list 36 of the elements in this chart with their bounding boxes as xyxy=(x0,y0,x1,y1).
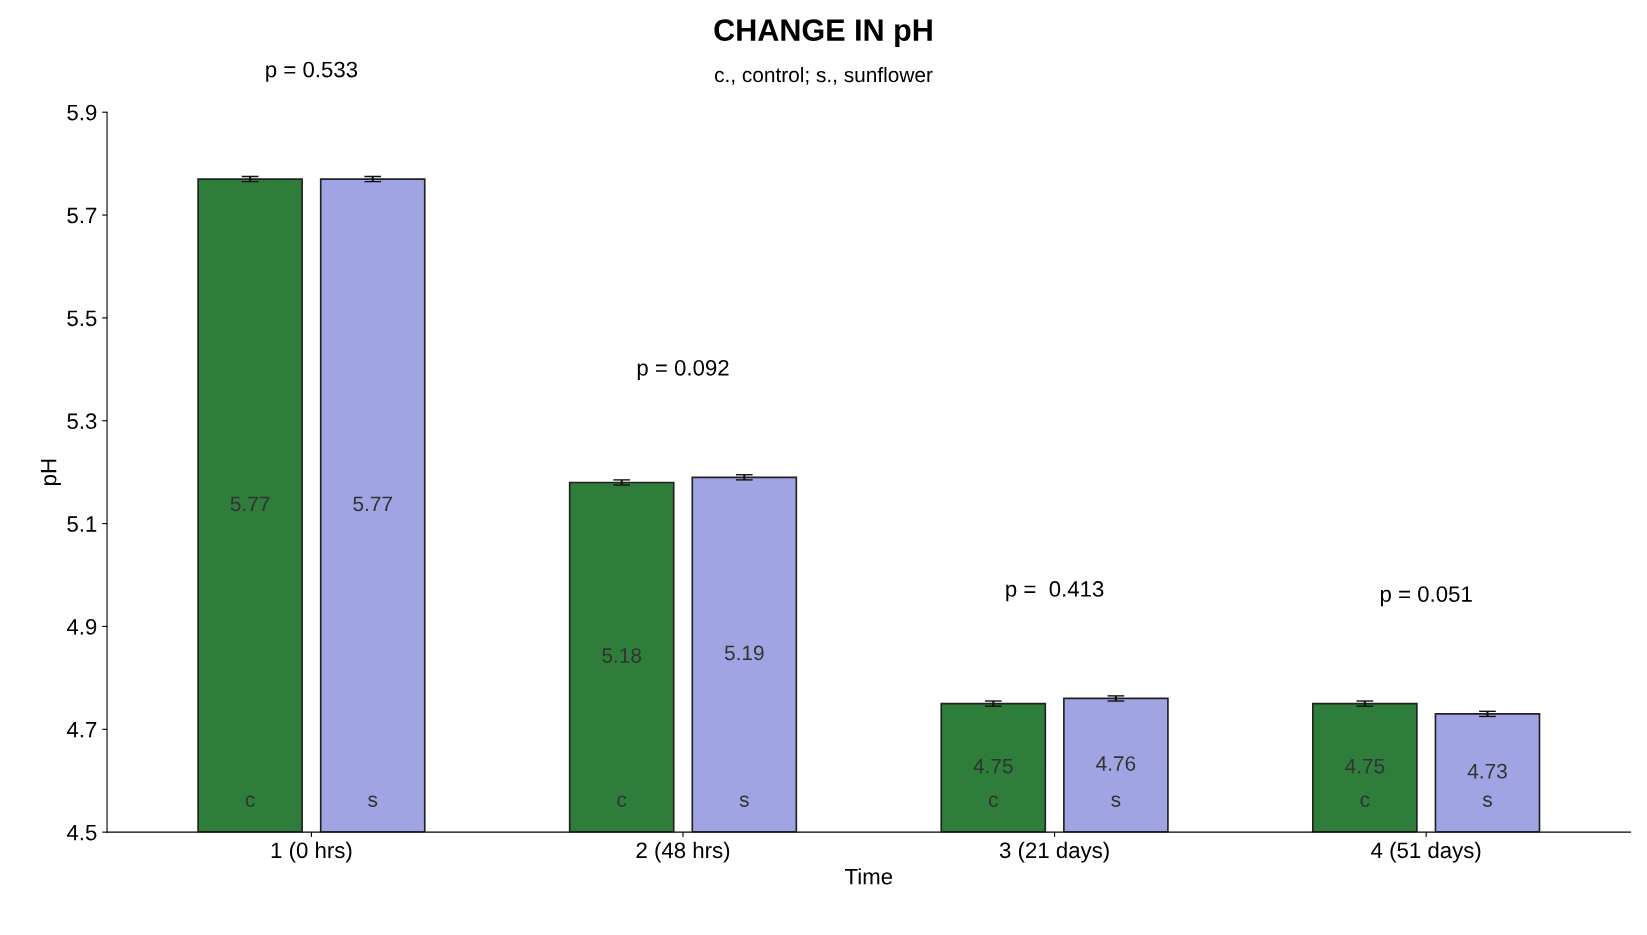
data-label: 4.75 xyxy=(1345,758,1385,774)
y-tick-label: 4.7 xyxy=(66,722,97,738)
text: p = 0.533 xyxy=(266,61,358,82)
series-label: s xyxy=(368,795,378,807)
x-axis-title: Time xyxy=(845,868,893,885)
data-label: 5.19 xyxy=(724,645,764,661)
y-tick-label: 5.3 xyxy=(67,413,97,430)
text: s xyxy=(1482,795,1492,807)
text: c xyxy=(1360,795,1370,807)
data-label: 5.77 xyxy=(230,496,270,512)
x-tick-label: 2 (48 hrs) xyxy=(636,841,730,863)
x-tick-label: 3 (21 days) xyxy=(999,841,1109,863)
annotation: p = 0.092 xyxy=(637,359,729,381)
data-label: 4.73 xyxy=(1467,763,1507,779)
annotation: p = 0.413 xyxy=(1006,581,1104,602)
text: c xyxy=(988,795,998,807)
y-tick-label: 5.7 xyxy=(67,207,97,224)
series-label: c xyxy=(245,795,255,807)
annotation: p = 0.051 xyxy=(1380,586,1472,607)
y-tick-label: 5.1 xyxy=(67,516,97,532)
chart-subtitle: c., control; s., sunflower xyxy=(714,66,933,85)
y-tick-label: 4.9 xyxy=(66,618,97,635)
text: c xyxy=(617,795,627,807)
text: s xyxy=(739,795,749,807)
x-tick-label: 4 (51 days) xyxy=(1371,841,1481,863)
text: s xyxy=(1111,795,1121,807)
x-tick-label: 1 (0 hrs) xyxy=(271,841,352,863)
y-tick-label: 4.5 xyxy=(66,824,97,841)
y-tick-label: 5.9 xyxy=(67,104,97,121)
y-axis-title: pH xyxy=(40,459,61,485)
data-label: 5.77 xyxy=(353,496,392,512)
data-label: 5.18 xyxy=(602,648,642,663)
data-label: 4.76 xyxy=(1096,756,1136,771)
chart-title: CHANGE IN pH xyxy=(714,19,932,47)
data-label: 4.75 xyxy=(973,758,1013,774)
y-tick-label: 5.5 xyxy=(67,310,97,327)
